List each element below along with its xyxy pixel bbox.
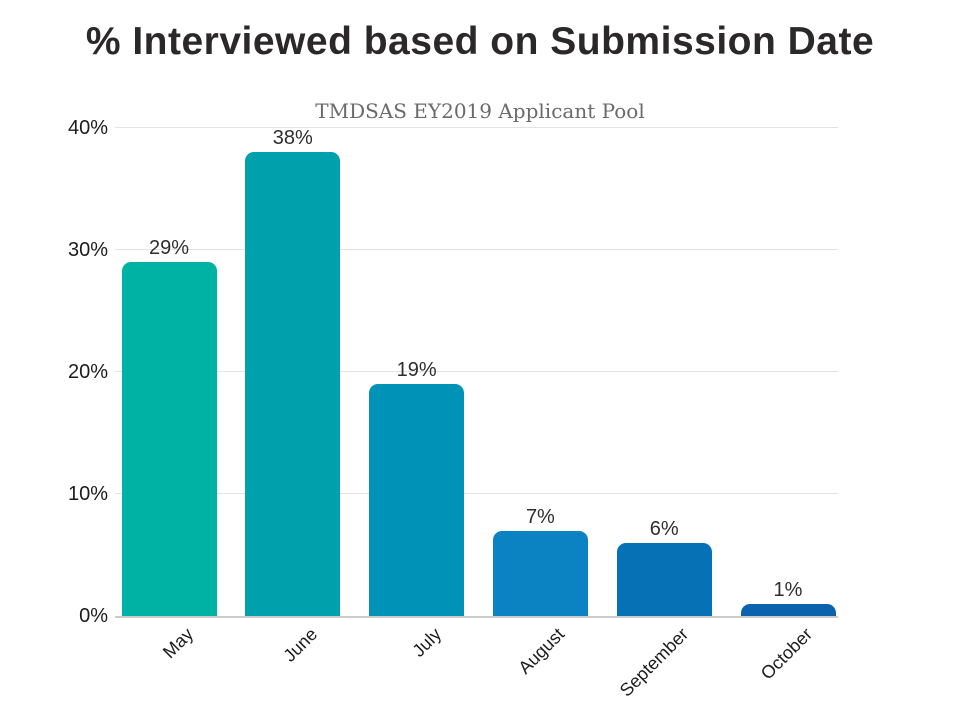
x-category-label: July bbox=[407, 624, 445, 661]
bar-value-label: 38% bbox=[272, 127, 313, 150]
gridline bbox=[115, 249, 838, 250]
y-tick-label: 30% bbox=[67, 239, 108, 261]
x-category-label: August bbox=[514, 624, 569, 678]
bar-value-label: 19% bbox=[396, 359, 437, 382]
bar-october bbox=[740, 603, 836, 616]
y-tick-label: 10% bbox=[67, 483, 108, 505]
y-tick-label: 20% bbox=[67, 361, 108, 383]
y-tick-label: 0% bbox=[79, 605, 108, 627]
bar-value-label: 29% bbox=[148, 237, 190, 260]
gridline bbox=[115, 127, 838, 128]
bar-may bbox=[121, 262, 217, 616]
bar-august bbox=[492, 530, 588, 616]
bar-june bbox=[245, 152, 341, 616]
bar-july bbox=[369, 384, 465, 616]
bar-value-label: 7% bbox=[525, 505, 555, 528]
bar-september bbox=[616, 542, 712, 616]
x-category-label: June bbox=[279, 624, 321, 666]
chart-subtitle: TMDSAS EY2019 Applicant Pool bbox=[315, 99, 645, 123]
x-category-label: October bbox=[756, 624, 817, 684]
bar-value-label: 1% bbox=[773, 578, 803, 601]
plot-area: 29% 38% 19% 7% 6% 1% bbox=[115, 127, 838, 618]
y-tick-label: 40% bbox=[67, 117, 108, 139]
gridline bbox=[115, 493, 838, 494]
bar-value-label: 6% bbox=[649, 517, 679, 540]
x-category-label: May bbox=[158, 624, 198, 663]
gridline bbox=[115, 371, 838, 372]
chart-title: % Interviewed based on Submission Date bbox=[85, 20, 875, 63]
x-category-label: September bbox=[615, 624, 693, 701]
